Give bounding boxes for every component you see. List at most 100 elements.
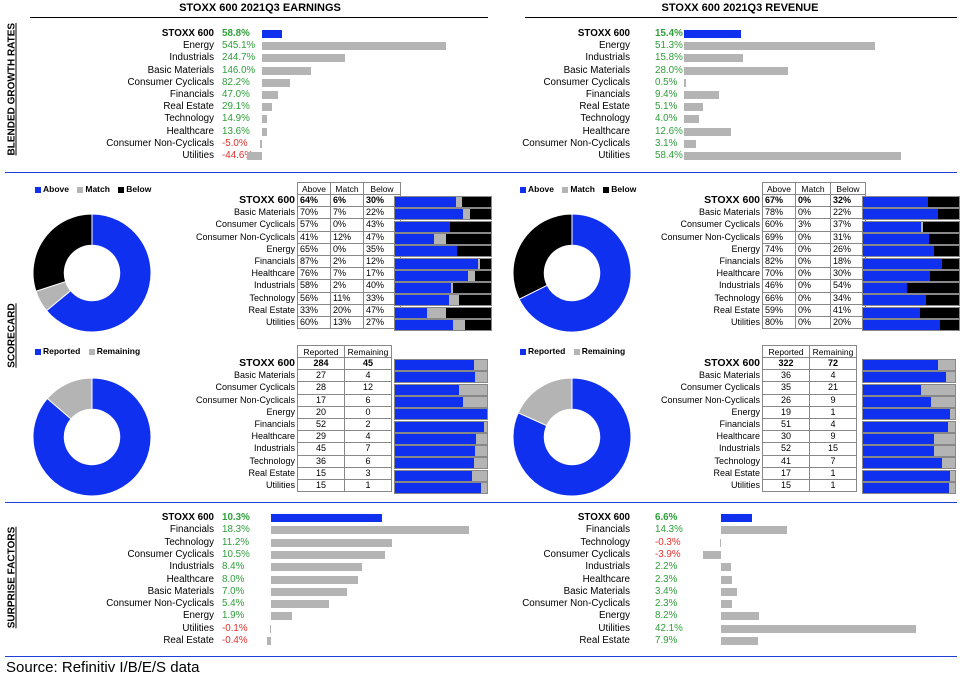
cell-value: 19 (762, 405, 810, 419)
category-label: Basic Materials (147, 585, 214, 597)
stacked-segment (863, 384, 921, 395)
row-label: Basic Materials (698, 370, 760, 381)
table-row: Healthcare 70% 0% 30% (650, 267, 866, 281)
table-corner (650, 346, 763, 358)
legend-swatch-remaining (573, 348, 580, 355)
cell-value: 9 (809, 393, 857, 407)
stacked-segment (945, 372, 955, 383)
legend-swatch-above (35, 186, 41, 193)
cell-value: 6 (344, 393, 392, 407)
stacked-segment (474, 446, 487, 457)
category-label: Financials (585, 89, 630, 100)
section-divider (5, 656, 957, 657)
value-label: 9.4% (655, 89, 678, 100)
stacked-bar (862, 469, 956, 482)
table-row: Real Estate 15 3 (183, 466, 392, 480)
bar (262, 30, 282, 38)
category-label: Consumer Non-Cyclicals (106, 137, 214, 149)
stacked-segment (933, 433, 955, 444)
value-label: 14.9% (222, 113, 250, 125)
stacked-bar (862, 457, 956, 470)
row-label: Consumer Cyclicals (680, 382, 760, 393)
section-label-scorecard: SCORECARD (6, 303, 18, 368)
stacked-bar (394, 282, 492, 295)
cell-value: 59% (762, 303, 796, 317)
bar (246, 152, 262, 160)
cell-value: 28 (297, 381, 345, 395)
row-label: Basic Materials (233, 370, 295, 381)
category-label: Basic Materials (563, 64, 630, 76)
row-label: Financials (254, 256, 295, 267)
category-label: Basic Materials (147, 64, 214, 76)
table-row: Real Estate 17 1 (650, 466, 857, 480)
stacked-segment (395, 320, 453, 330)
category-label: Consumer Non-Cyclicals (522, 598, 630, 610)
cell-value: 41% (830, 303, 866, 317)
stacked-segment (863, 246, 935, 257)
legend-above-match-below: Above Match Below (35, 184, 151, 194)
row-label: Healthcare (716, 268, 760, 279)
row-label: Utilities (265, 316, 295, 327)
bar (262, 42, 446, 51)
category-label: Real Estate (579, 101, 630, 113)
cell-value: 34% (830, 291, 866, 305)
cell-value: 22% (830, 206, 866, 220)
stacked-segment (395, 483, 482, 493)
row-label: Consumer Cyclicals (215, 382, 295, 393)
row-label: STOXX 600 (239, 194, 295, 207)
cell-value: 1 (344, 478, 392, 493)
cell-value: 82% (762, 254, 796, 269)
stacked-segment (475, 372, 487, 383)
stacked-bar (862, 220, 960, 233)
bar (262, 54, 345, 63)
row-label: Real Estate (248, 304, 295, 315)
stacked-segment (445, 233, 491, 244)
cell-value: 7 (344, 442, 392, 456)
stacked-segment (473, 458, 487, 469)
value-label: 6.6% (655, 512, 678, 523)
bar (260, 139, 262, 148)
value-label: 5.4% (222, 598, 245, 610)
cell-value: 56% (297, 291, 331, 305)
value-label: 2.3% (655, 598, 678, 610)
cell-value: 0% (795, 206, 831, 220)
cell-value: 30% (830, 267, 866, 281)
stacked-segment (452, 283, 491, 294)
cell-value: 15 (809, 442, 857, 456)
stacked-segment (395, 384, 460, 395)
value-label: 15.8% (655, 52, 683, 64)
value-label: 0.5% (655, 76, 678, 88)
legend-swatch-remaining (88, 348, 95, 355)
bar (684, 78, 686, 87)
category-label: Consumer Cyclicals (127, 548, 214, 560)
stacked-segment (863, 372, 946, 383)
value-label: 2.2% (655, 561, 678, 573)
value-label: 42.1% (655, 622, 683, 634)
table-row: Basic Materials 78% 0% 22% (650, 206, 866, 220)
table-row: STOXX 600 322 72 (650, 356, 857, 371)
table-row: Financials 52 2 (183, 417, 392, 432)
donut-chart (32, 377, 152, 497)
cell-value: 13% (330, 315, 364, 330)
value-label: 7.9% (655, 635, 678, 646)
bar (269, 624, 271, 633)
bar (262, 78, 290, 87)
value-label: 58.8% (222, 28, 250, 39)
category-label: Utilities (182, 150, 214, 161)
column-header: Match (330, 182, 364, 195)
column-header: Below (830, 182, 866, 195)
value-label: 545.1% (222, 40, 256, 52)
cell-value: 66% (762, 291, 796, 305)
cell-value: 0% (795, 279, 831, 293)
stacked-segment (950, 409, 955, 420)
table-row: Industrials 52 15 (650, 442, 857, 456)
cell-value: 31% (830, 230, 866, 244)
value-label: 3.1% (655, 137, 678, 149)
row-label: Industrials (718, 280, 760, 291)
bar (684, 42, 875, 51)
value-label: 8.2% (655, 610, 678, 622)
stacked-segment (462, 197, 491, 207)
table-row: Energy 19 1 (650, 405, 857, 419)
cell-value: 0% (795, 303, 831, 317)
row-label: Utilities (730, 316, 760, 327)
